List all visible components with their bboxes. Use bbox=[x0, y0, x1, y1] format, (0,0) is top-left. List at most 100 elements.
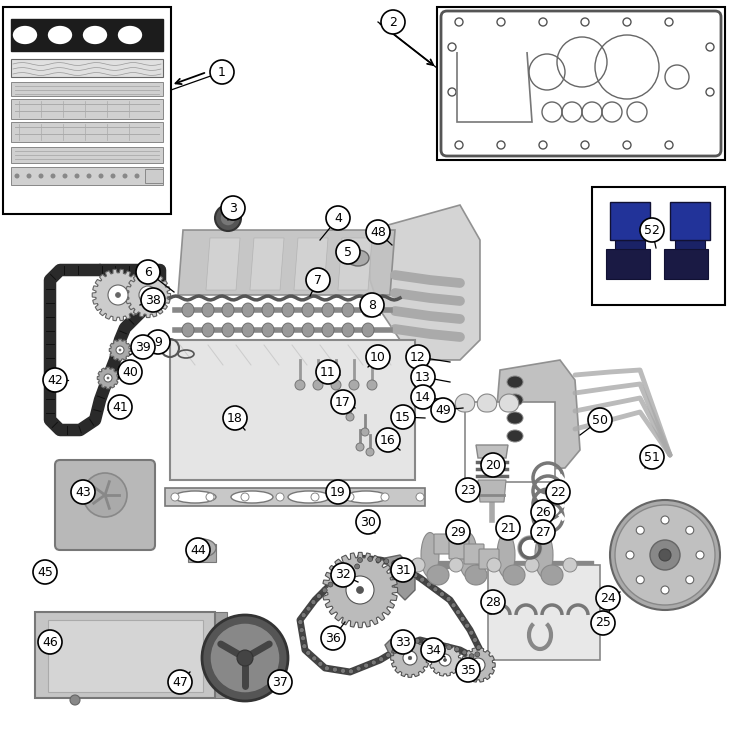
Text: 11: 11 bbox=[320, 366, 336, 378]
Polygon shape bbox=[370, 205, 480, 360]
Circle shape bbox=[464, 623, 469, 628]
Ellipse shape bbox=[174, 491, 216, 503]
Ellipse shape bbox=[507, 430, 523, 442]
Bar bbox=[48, 620, 203, 692]
Bar bbox=[11, 59, 163, 77]
Circle shape bbox=[525, 558, 539, 572]
Circle shape bbox=[439, 654, 451, 666]
Circle shape bbox=[15, 174, 20, 179]
FancyBboxPatch shape bbox=[434, 534, 454, 554]
Circle shape bbox=[385, 653, 391, 658]
Circle shape bbox=[356, 443, 364, 451]
Circle shape bbox=[332, 667, 337, 672]
Circle shape bbox=[215, 205, 241, 231]
Circle shape bbox=[626, 551, 634, 559]
Circle shape bbox=[311, 493, 319, 501]
Circle shape bbox=[623, 18, 631, 26]
Ellipse shape bbox=[302, 323, 314, 337]
Text: 1: 1 bbox=[218, 66, 226, 78]
Circle shape bbox=[685, 526, 693, 534]
Bar bbox=[615, 240, 645, 252]
Circle shape bbox=[661, 516, 669, 524]
Circle shape bbox=[360, 293, 384, 317]
Circle shape bbox=[186, 538, 210, 562]
Polygon shape bbox=[250, 238, 284, 290]
Circle shape bbox=[640, 445, 664, 469]
Ellipse shape bbox=[47, 25, 73, 45]
Circle shape bbox=[391, 558, 415, 582]
Circle shape bbox=[400, 644, 404, 649]
Circle shape bbox=[346, 493, 354, 501]
Circle shape bbox=[43, 368, 67, 392]
Circle shape bbox=[481, 453, 505, 477]
Circle shape bbox=[336, 240, 360, 264]
Circle shape bbox=[324, 666, 329, 670]
Text: 21: 21 bbox=[500, 522, 516, 534]
Circle shape bbox=[50, 174, 55, 179]
Circle shape bbox=[531, 520, 555, 544]
Circle shape bbox=[455, 18, 463, 26]
Circle shape bbox=[431, 398, 455, 422]
Circle shape bbox=[588, 408, 612, 432]
Circle shape bbox=[411, 385, 435, 409]
Polygon shape bbox=[92, 269, 144, 321]
Ellipse shape bbox=[282, 303, 294, 317]
Circle shape bbox=[171, 493, 179, 501]
Circle shape bbox=[399, 564, 404, 569]
Circle shape bbox=[706, 88, 714, 96]
Text: 33: 33 bbox=[395, 635, 411, 648]
Ellipse shape bbox=[202, 323, 214, 337]
Bar bbox=[488, 565, 600, 660]
Bar bbox=[437, 7, 725, 160]
Circle shape bbox=[348, 669, 353, 673]
Circle shape bbox=[74, 174, 80, 179]
Text: 49: 49 bbox=[435, 404, 451, 416]
Circle shape bbox=[415, 638, 420, 644]
Text: 42: 42 bbox=[47, 373, 63, 387]
Ellipse shape bbox=[242, 323, 254, 337]
Text: 2: 2 bbox=[389, 16, 397, 28]
Circle shape bbox=[322, 588, 327, 593]
Circle shape bbox=[423, 638, 428, 644]
Text: 40: 40 bbox=[122, 366, 138, 378]
Circle shape bbox=[426, 582, 431, 587]
Text: 47: 47 bbox=[172, 676, 188, 688]
Bar bbox=[165, 488, 425, 506]
Circle shape bbox=[476, 644, 481, 650]
Circle shape bbox=[439, 643, 444, 647]
Text: 46: 46 bbox=[42, 635, 58, 648]
Ellipse shape bbox=[465, 565, 487, 585]
Bar bbox=[11, 147, 163, 163]
Polygon shape bbox=[478, 480, 506, 502]
Ellipse shape bbox=[362, 323, 374, 337]
Polygon shape bbox=[206, 238, 240, 290]
Circle shape bbox=[367, 380, 377, 390]
Ellipse shape bbox=[262, 303, 274, 317]
Ellipse shape bbox=[231, 491, 273, 503]
Ellipse shape bbox=[322, 303, 334, 317]
Circle shape bbox=[469, 653, 474, 659]
Circle shape bbox=[497, 141, 505, 149]
Text: 7: 7 bbox=[314, 273, 322, 287]
Circle shape bbox=[476, 663, 480, 667]
Text: 14: 14 bbox=[415, 390, 431, 404]
Text: 51: 51 bbox=[644, 451, 660, 463]
Circle shape bbox=[539, 141, 547, 149]
Bar bbox=[664, 249, 708, 279]
Circle shape bbox=[355, 564, 360, 569]
Circle shape bbox=[301, 635, 306, 641]
Text: 36: 36 bbox=[325, 632, 341, 644]
Ellipse shape bbox=[288, 491, 330, 503]
Circle shape bbox=[407, 641, 412, 646]
Text: 28: 28 bbox=[485, 595, 501, 609]
Circle shape bbox=[497, 18, 505, 26]
Circle shape bbox=[334, 577, 339, 581]
Circle shape bbox=[340, 668, 345, 673]
Circle shape bbox=[610, 500, 720, 610]
Circle shape bbox=[331, 380, 341, 390]
Circle shape bbox=[615, 505, 715, 605]
Circle shape bbox=[411, 365, 435, 389]
Circle shape bbox=[420, 577, 425, 582]
Circle shape bbox=[356, 586, 364, 594]
Circle shape bbox=[406, 345, 430, 369]
